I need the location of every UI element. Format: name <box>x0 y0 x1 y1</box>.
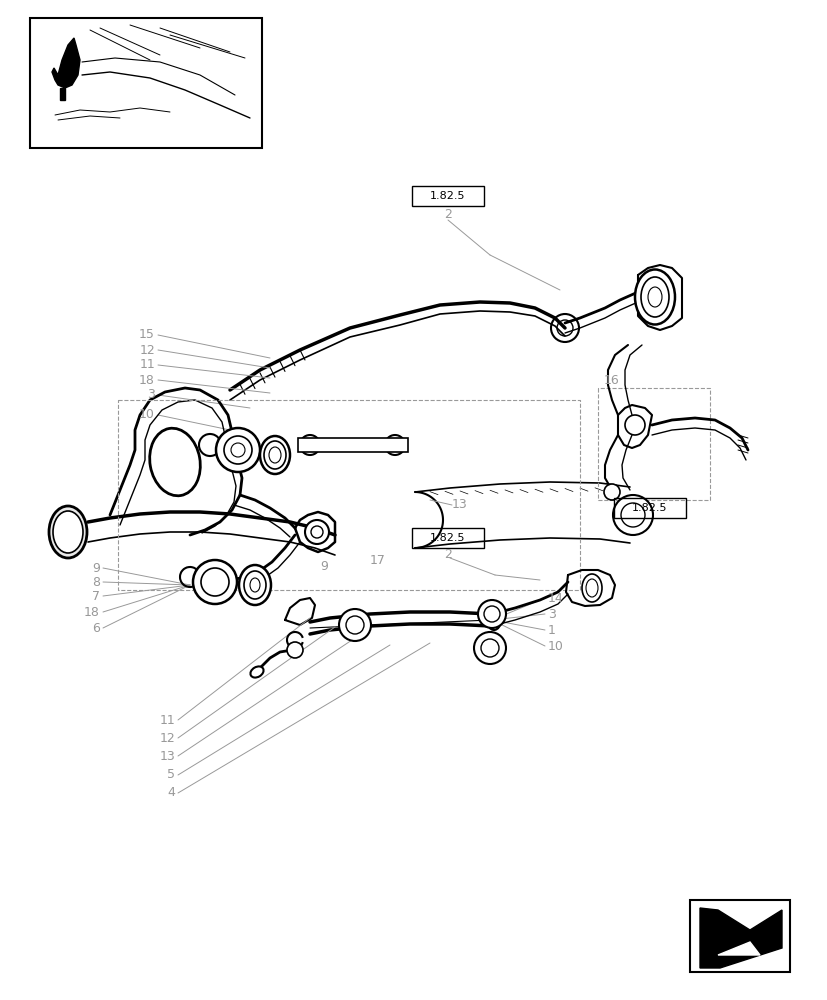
Text: 18: 18 <box>139 373 155 386</box>
Circle shape <box>304 520 328 544</box>
Ellipse shape <box>389 439 400 451</box>
Text: 15: 15 <box>139 328 155 342</box>
Bar <box>30 18 261 148</box>
Text: 1.82.5: 1.82.5 <box>430 533 465 543</box>
Text: 13: 13 <box>452 498 467 512</box>
Circle shape <box>231 443 245 457</box>
Ellipse shape <box>150 428 200 496</box>
Text: 11: 11 <box>159 714 174 726</box>
Text: 11: 11 <box>139 359 155 371</box>
Text: 9: 9 <box>92 562 100 574</box>
Text: 6: 6 <box>92 621 100 635</box>
Ellipse shape <box>269 447 280 463</box>
Circle shape <box>480 639 499 657</box>
Ellipse shape <box>581 574 601 602</box>
Text: 12: 12 <box>139 344 155 357</box>
Text: 18: 18 <box>84 605 100 618</box>
Ellipse shape <box>486 610 500 630</box>
Circle shape <box>477 600 505 628</box>
Text: 4: 4 <box>167 786 174 799</box>
Text: 10: 10 <box>547 640 563 652</box>
Ellipse shape <box>239 565 270 605</box>
Text: 13: 13 <box>159 750 174 762</box>
Text: 12: 12 <box>159 732 174 744</box>
Ellipse shape <box>304 439 316 451</box>
Bar <box>412 186 484 206</box>
Ellipse shape <box>634 269 674 324</box>
Text: 2: 2 <box>443 209 452 222</box>
Ellipse shape <box>385 435 404 455</box>
Circle shape <box>216 428 260 472</box>
Text: 5: 5 <box>167 768 174 781</box>
Ellipse shape <box>299 435 319 455</box>
Circle shape <box>603 484 619 500</box>
Circle shape <box>201 568 229 596</box>
Text: 7: 7 <box>92 589 100 602</box>
Text: 3: 3 <box>547 607 555 620</box>
Polygon shape <box>52 38 80 88</box>
Text: 8: 8 <box>92 576 100 588</box>
Circle shape <box>193 560 237 604</box>
Circle shape <box>612 495 653 535</box>
Ellipse shape <box>53 511 83 553</box>
Bar <box>689 900 789 972</box>
Text: 16: 16 <box>603 373 619 386</box>
Ellipse shape <box>260 436 289 474</box>
Text: 1.82.5: 1.82.5 <box>430 191 465 201</box>
Circle shape <box>311 526 323 538</box>
Text: 3: 3 <box>147 388 155 401</box>
Ellipse shape <box>250 666 263 678</box>
Bar <box>298 438 408 452</box>
Ellipse shape <box>648 287 662 307</box>
Ellipse shape <box>640 277 668 317</box>
Text: 9: 9 <box>319 560 327 574</box>
Circle shape <box>624 415 644 435</box>
Circle shape <box>620 503 644 527</box>
Circle shape <box>484 606 500 622</box>
Text: 1.82.5: 1.82.5 <box>632 503 667 513</box>
Polygon shape <box>717 942 759 955</box>
Ellipse shape <box>250 578 260 592</box>
Bar <box>412 528 484 548</box>
Circle shape <box>224 436 251 464</box>
Text: 10: 10 <box>139 408 155 422</box>
Circle shape <box>287 642 303 658</box>
Circle shape <box>346 616 364 634</box>
Circle shape <box>473 632 505 664</box>
Polygon shape <box>60 88 65 100</box>
Text: 2: 2 <box>443 548 452 562</box>
Text: 1: 1 <box>547 624 555 637</box>
Bar <box>614 498 686 518</box>
Polygon shape <box>699 908 781 968</box>
Text: 17: 17 <box>370 554 385 566</box>
Ellipse shape <box>49 506 87 558</box>
Circle shape <box>338 609 370 641</box>
Ellipse shape <box>264 441 285 469</box>
Ellipse shape <box>244 571 265 599</box>
Text: 14: 14 <box>547 591 563 604</box>
Ellipse shape <box>586 579 597 597</box>
